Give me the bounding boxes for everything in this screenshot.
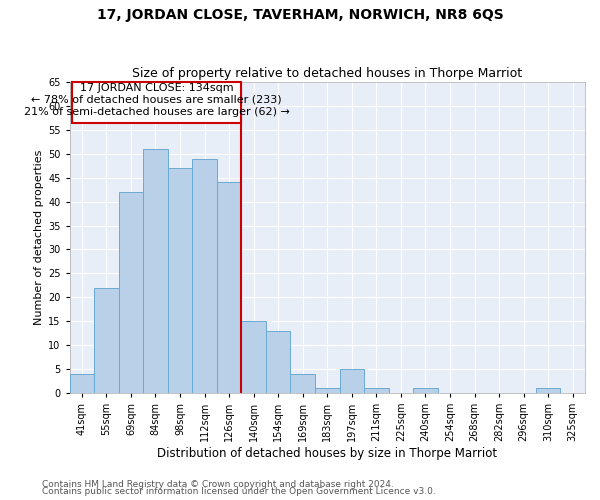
Text: 21% of semi-detached houses are larger (62) →: 21% of semi-detached houses are larger (… bbox=[23, 106, 289, 117]
Bar bbox=[315, 388, 340, 393]
Bar bbox=[290, 374, 315, 393]
Text: ← 78% of detached houses are smaller (233): ← 78% of detached houses are smaller (23… bbox=[31, 95, 282, 105]
Bar bbox=[70, 374, 94, 393]
Bar bbox=[340, 369, 364, 393]
Bar bbox=[241, 321, 266, 393]
Bar bbox=[192, 158, 217, 393]
Text: Contains public sector information licensed under the Open Government Licence v3: Contains public sector information licen… bbox=[42, 487, 436, 496]
X-axis label: Distribution of detached houses by size in Thorpe Marriot: Distribution of detached houses by size … bbox=[157, 447, 497, 460]
Bar bbox=[119, 192, 143, 393]
Bar bbox=[168, 168, 192, 393]
Bar bbox=[143, 149, 168, 393]
Title: Size of property relative to detached houses in Thorpe Marriot: Size of property relative to detached ho… bbox=[132, 66, 523, 80]
Bar bbox=[217, 182, 241, 393]
Text: 17 JORDAN CLOSE: 134sqm: 17 JORDAN CLOSE: 134sqm bbox=[80, 83, 233, 93]
Bar bbox=[94, 288, 119, 393]
Text: 17, JORDAN CLOSE, TAVERHAM, NORWICH, NR8 6QS: 17, JORDAN CLOSE, TAVERHAM, NORWICH, NR8… bbox=[97, 8, 503, 22]
Y-axis label: Number of detached properties: Number of detached properties bbox=[34, 150, 44, 325]
Bar bbox=[266, 330, 290, 393]
Text: Contains HM Land Registry data © Crown copyright and database right 2024.: Contains HM Land Registry data © Crown c… bbox=[42, 480, 394, 489]
Bar bbox=[413, 388, 438, 393]
Bar bbox=[364, 388, 389, 393]
Bar bbox=[536, 388, 560, 393]
Bar bbox=[72, 82, 241, 122]
